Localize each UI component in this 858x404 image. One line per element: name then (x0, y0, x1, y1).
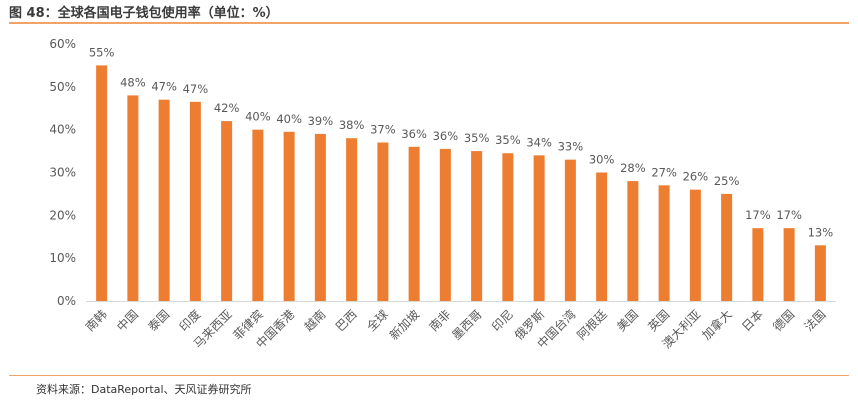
x-tick-label: 全球 (363, 307, 391, 335)
bar (439, 148, 451, 301)
x-tick-label: 日本 (739, 307, 766, 334)
data-label: 27% (651, 165, 677, 179)
data-label: 40% (276, 112, 302, 126)
bar (658, 185, 670, 301)
bar (221, 121, 233, 301)
data-label: 34% (526, 135, 552, 149)
y-tick-label: 60% (49, 37, 76, 51)
data-label: 25% (714, 174, 740, 188)
data-label: 40% (245, 110, 271, 124)
y-tick-label: 20% (49, 208, 76, 222)
data-label: 48% (120, 75, 146, 89)
bar (533, 155, 545, 301)
bar (314, 133, 326, 301)
page-title: 图 48：全球各国电子钱包使用率（单位：%） (9, 6, 279, 21)
data-label: 36% (433, 129, 459, 143)
x-tick-label: 印度 (176, 307, 204, 335)
x-tick-label: 中国 (113, 307, 141, 335)
x-tick-label: 新加坡 (386, 307, 422, 343)
data-label: 47% (151, 80, 177, 94)
bar (346, 138, 358, 301)
bar (814, 245, 826, 301)
bar (752, 228, 764, 301)
bar (252, 129, 264, 301)
y-tick-label: 50% (49, 80, 76, 94)
bar (189, 101, 201, 301)
x-tick-label: 美国 (614, 307, 641, 334)
y-tick-label: 40% (49, 123, 76, 137)
top-divider (9, 22, 849, 24)
bar (283, 131, 295, 301)
bar (377, 142, 389, 301)
x-tick-label: 印尼 (489, 307, 516, 334)
bar (627, 181, 639, 301)
bar (783, 228, 795, 301)
bar (471, 151, 483, 301)
bar (502, 153, 514, 301)
bar (127, 95, 139, 302)
bar (96, 65, 108, 302)
x-tick-label: 南非 (426, 307, 454, 335)
data-label: 42% (214, 101, 240, 115)
data-label: 39% (308, 114, 334, 128)
data-label: 35% (495, 133, 521, 147)
x-tick-label: 泰国 (145, 307, 172, 334)
x-tick-label: 南韩 (82, 307, 110, 335)
bars (96, 65, 826, 302)
data-label: 37% (370, 123, 396, 137)
x-tick-label: 加拿大 (699, 307, 735, 343)
bar (564, 159, 576, 301)
bar (721, 193, 733, 301)
data-label: 38% (339, 118, 365, 132)
y-tick-label: 30% (49, 166, 76, 180)
bar (596, 172, 608, 301)
data-label: 55% (89, 45, 115, 59)
x-tick-label: 德国 (770, 307, 798, 335)
data-label: 28% (620, 161, 646, 175)
data-label: 30% (589, 153, 615, 167)
data-label: 33% (558, 140, 584, 154)
x-tick-label: 阿根廷 (574, 307, 609, 342)
x-tick-label: 英国 (645, 307, 672, 334)
x-tick-label: 墨西哥 (449, 307, 484, 342)
y-tick-label: 10% (49, 251, 76, 265)
bottom-divider (9, 375, 849, 376)
x-tick-label: 越南 (301, 307, 329, 335)
y-axis: 0% 10% 20% 30% 40% 50% 60% (49, 37, 76, 308)
y-tick-label: 0% (57, 294, 76, 308)
x-tick-label: 巴西 (333, 307, 360, 334)
bar (689, 189, 701, 301)
data-label: 17% (745, 208, 771, 222)
bar (408, 146, 420, 301)
data-label: 17% (776, 208, 802, 222)
data-label: 35% (464, 131, 490, 145)
data-label: 47% (183, 82, 209, 96)
x-tick-label: 法国 (802, 307, 829, 334)
data-label: 26% (683, 170, 709, 184)
data-label: 36% (401, 127, 427, 141)
source-note: 资料来源：DataReportal、天风证券研究所 (36, 383, 252, 396)
data-label: 13% (808, 225, 834, 239)
bar (158, 99, 170, 301)
data-labels: 55% 48% 47% 47% 42% 40% 40% 39% 38% 37% 36% 36% 35% 3… (89, 45, 833, 239)
